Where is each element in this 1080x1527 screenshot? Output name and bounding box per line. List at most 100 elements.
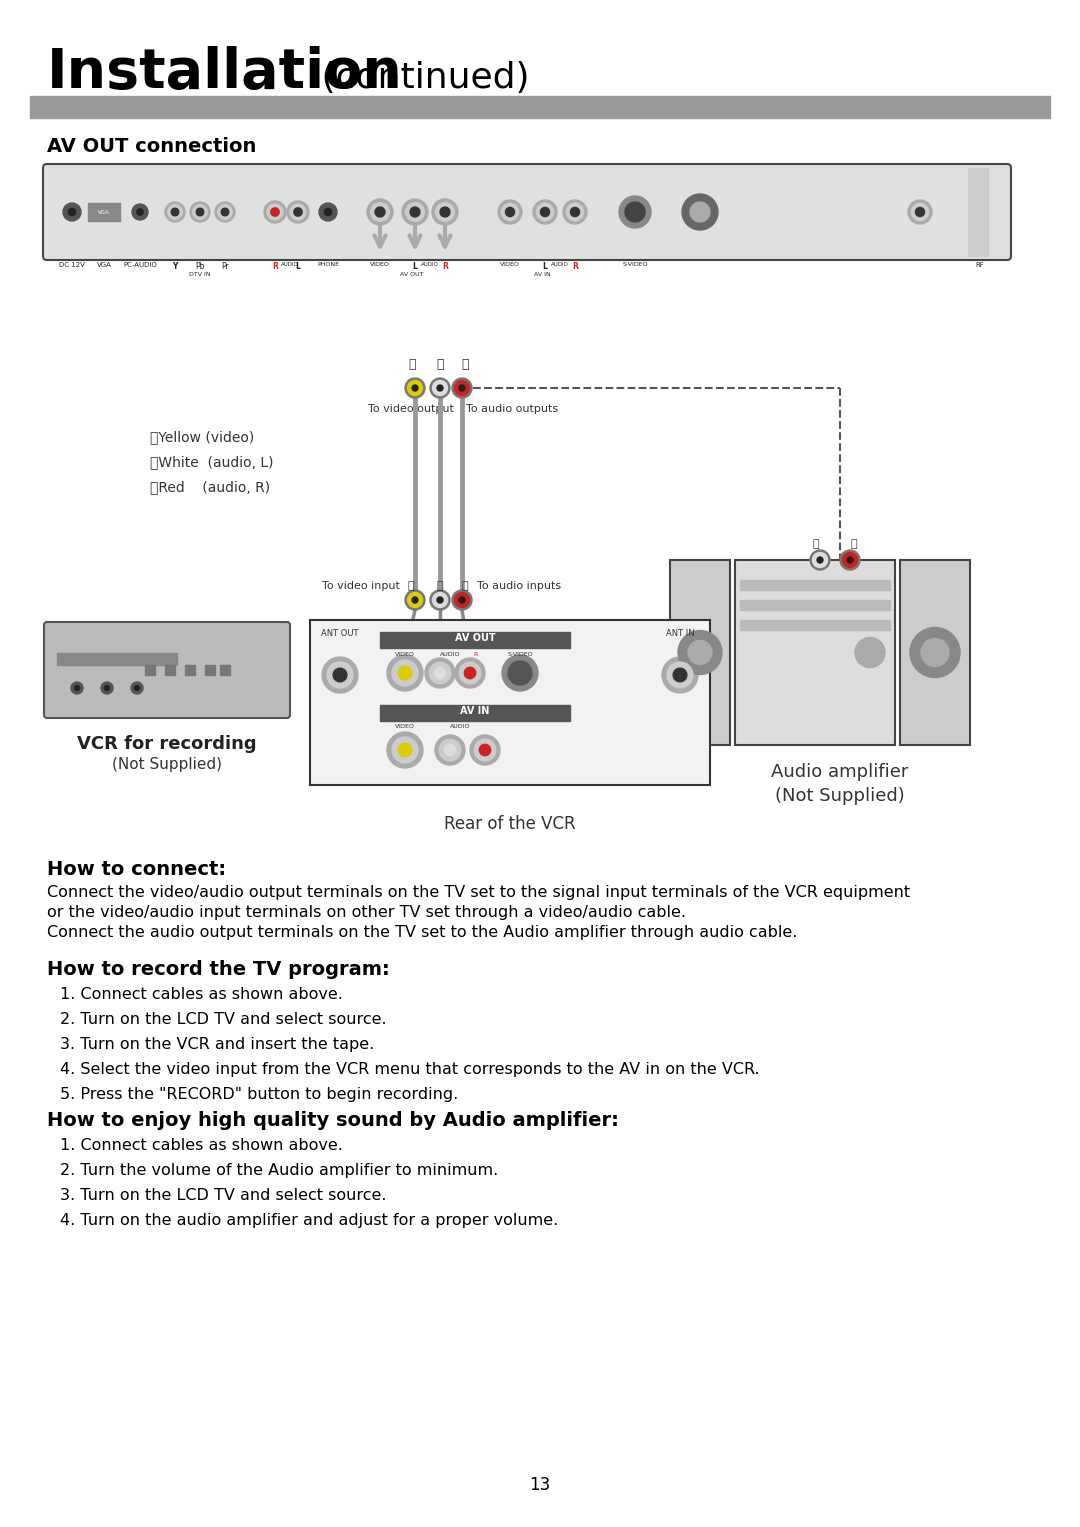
Circle shape [432, 592, 447, 608]
Text: To audio inputs: To audio inputs [793, 576, 877, 586]
Text: AV IN: AV IN [460, 705, 489, 716]
Circle shape [847, 557, 853, 563]
Circle shape [563, 200, 588, 224]
Bar [57, 654, 177, 664]
Text: 5. Press the "RECORD" button to begin recording.: 5. Press the "RECORD" button to begin re… [60, 1087, 458, 1102]
Circle shape [71, 683, 83, 693]
Circle shape [453, 379, 472, 399]
Text: DC 12V: DC 12V [59, 263, 85, 269]
Circle shape [688, 640, 712, 664]
Text: (continued): (continued) [310, 61, 529, 95]
Circle shape [619, 195, 651, 228]
Circle shape [662, 657, 698, 693]
Circle shape [399, 666, 411, 680]
Text: AUDIO: AUDIO [281, 263, 299, 267]
Circle shape [405, 379, 426, 399]
Circle shape [855, 637, 885, 667]
Text: AV OUT connection: AV OUT connection [48, 137, 256, 156]
Text: Y: Y [173, 263, 178, 270]
Circle shape [406, 203, 424, 221]
Text: To video input: To video input [322, 580, 400, 591]
Circle shape [678, 631, 723, 675]
Bar [310, 620, 710, 785]
Circle shape [407, 380, 422, 395]
Circle shape [333, 669, 347, 683]
Text: ⓇRed    (audio, R): ⓇRed (audio, R) [150, 479, 270, 495]
Circle shape [411, 385, 418, 391]
Text: VCR for recording: VCR for recording [77, 734, 257, 753]
Text: VIDEO: VIDEO [370, 263, 390, 267]
Bar [380, 632, 570, 647]
Circle shape [534, 200, 557, 224]
Text: ANT IN: ANT IN [665, 629, 694, 638]
Text: VIDEO: VIDEO [395, 652, 415, 657]
Text: Rear of the VCR: Rear of the VCR [444, 815, 576, 834]
Circle shape [132, 205, 148, 220]
Circle shape [392, 738, 418, 764]
Text: 4. Turn on the audio amplifier and adjust for a proper volume.: 4. Turn on the audio amplifier and adjus… [60, 1212, 558, 1228]
Circle shape [197, 208, 204, 215]
Bar [185, 664, 195, 675]
Circle shape [172, 208, 179, 215]
Text: R: R [572, 263, 578, 270]
Circle shape [137, 209, 144, 215]
Circle shape [327, 663, 353, 689]
Circle shape [501, 203, 518, 220]
Text: L: L [542, 263, 548, 270]
Circle shape [667, 663, 693, 689]
Circle shape [498, 200, 522, 224]
Text: AUDIO: AUDIO [440, 652, 460, 657]
Circle shape [131, 683, 143, 693]
Circle shape [190, 202, 210, 221]
Circle shape [63, 203, 81, 221]
Bar [900, 560, 970, 745]
Circle shape [430, 379, 450, 399]
Text: 3. Turn on the LCD TV and select source.: 3. Turn on the LCD TV and select source. [60, 1188, 387, 1203]
Circle shape [910, 628, 960, 678]
Text: Installation: Installation [48, 46, 403, 99]
Circle shape [459, 663, 481, 684]
Text: To video output: To video output [368, 405, 454, 414]
Circle shape [193, 205, 207, 220]
Text: VGA: VGA [96, 263, 111, 269]
Circle shape [455, 380, 470, 395]
Circle shape [842, 553, 858, 568]
Bar [87, 203, 120, 221]
Text: R: R [442, 263, 448, 270]
Text: R: R [473, 652, 477, 657]
Bar [145, 664, 156, 675]
Circle shape [221, 208, 229, 215]
Circle shape [840, 550, 860, 570]
Circle shape [105, 686, 109, 690]
Bar [380, 705, 570, 721]
Circle shape [537, 203, 554, 220]
Circle shape [291, 205, 306, 220]
Text: PHONE: PHONE [318, 263, 339, 267]
Text: AV OUT: AV OUT [455, 634, 496, 643]
Text: Ⓦ: Ⓦ [436, 357, 444, 371]
Text: Ⓡ: Ⓡ [461, 580, 469, 591]
Circle shape [540, 208, 550, 217]
Text: How to connect:: How to connect: [48, 860, 226, 880]
Bar [740, 600, 890, 609]
Circle shape [392, 660, 418, 686]
Text: L: L [413, 263, 418, 270]
Circle shape [440, 739, 461, 760]
Circle shape [673, 669, 687, 683]
Text: VIDEO: VIDEO [395, 724, 415, 728]
Circle shape [470, 734, 500, 765]
Text: ⓌWhite  (audio, L): ⓌWhite (audio, L) [150, 455, 273, 469]
Circle shape [812, 553, 827, 568]
Circle shape [502, 655, 538, 692]
FancyBboxPatch shape [44, 621, 291, 718]
Circle shape [508, 661, 532, 686]
Circle shape [426, 658, 455, 689]
Text: Connect the video/audio output terminals on the TV set to the signal input termi: Connect the video/audio output terminals… [48, 886, 910, 899]
Circle shape [271, 208, 279, 217]
Circle shape [165, 202, 185, 221]
Bar [968, 168, 988, 257]
Circle shape [816, 557, 823, 563]
Text: AUDIO: AUDIO [551, 263, 569, 267]
Circle shape [432, 199, 458, 224]
Circle shape [505, 208, 514, 217]
